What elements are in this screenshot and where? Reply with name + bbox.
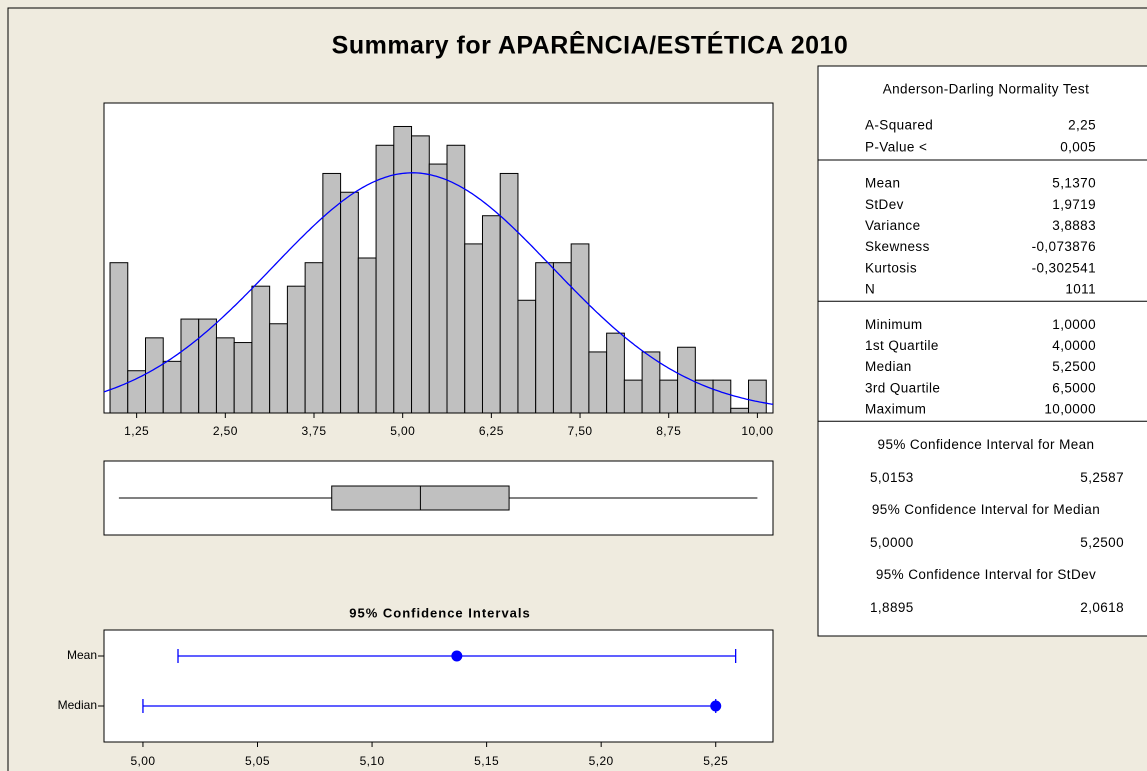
stat-label: Skewness: [865, 239, 930, 254]
bar: [127, 370, 147, 414]
section-heading: Anderson-Darling Normality Test: [883, 82, 1089, 97]
bar: [535, 262, 554, 414]
x-tick-label: 5,20: [589, 754, 614, 768]
bar: [393, 125, 413, 414]
bar: [748, 379, 767, 414]
bar: [375, 144, 395, 414]
bar: [198, 318, 217, 414]
stat-value: 5,1370: [1052, 176, 1096, 191]
stat-value: -0,302541: [1032, 260, 1096, 275]
bar: [659, 379, 679, 414]
bar: [357, 257, 377, 414]
bar: [304, 262, 324, 414]
x-tick-label: 5,00: [390, 424, 415, 438]
stat-label: Mean: [865, 176, 900, 191]
y-tick-label: Median: [58, 698, 97, 712]
stat-value: 3,8883: [1052, 218, 1096, 233]
ci-upper: 5,2587: [1080, 470, 1124, 485]
stat-label: StDev: [865, 197, 904, 212]
stat-label: N: [865, 282, 875, 297]
bar: [499, 172, 519, 414]
bar: [446, 144, 466, 414]
bar: [251, 285, 271, 414]
bar: [162, 360, 182, 414]
section-heading: 95% Confidence Interval for StDev: [876, 567, 1096, 582]
main-title: Summary for APARÊNCIA/ESTÉTICA 2010: [332, 30, 849, 60]
bar: [481, 215, 501, 414]
ci-lower: 5,0153: [870, 470, 914, 485]
bar: [145, 337, 164, 414]
bar: [428, 163, 448, 414]
bar: [464, 243, 483, 414]
stats-table: [817, 65, 1147, 637]
bar: [730, 407, 750, 414]
point-estimate: [451, 650, 463, 662]
bar: [269, 323, 288, 414]
section-heading: 95% Confidence Interval for Median: [872, 502, 1100, 517]
stat-label: P-Value <: [865, 140, 927, 155]
bar: [233, 342, 253, 414]
stat-label: 1st Quartile: [865, 338, 939, 353]
stat-value: 2,25: [1068, 118, 1096, 133]
bar: [411, 135, 430, 414]
bar: [712, 379, 732, 414]
x-tick-label: 5,25: [703, 754, 728, 768]
bar: [623, 379, 643, 414]
stat-label: Median: [865, 359, 912, 374]
interval-title: 95% Confidence Intervals: [349, 605, 531, 620]
stat-value: 4,0000: [1052, 338, 1096, 353]
bar: [570, 243, 590, 414]
bar: [552, 262, 572, 414]
y-tick-label: Mean: [67, 648, 97, 662]
x-tick-label: 1,25: [124, 424, 149, 438]
stat-value: 1,0000: [1052, 317, 1096, 332]
ci-upper: 2,0618: [1080, 600, 1124, 615]
plot-area: [103, 629, 774, 743]
bar: [215, 337, 235, 414]
stat-label: 3rd Quartile: [865, 380, 940, 395]
normal-fit-curve: [103, 172, 774, 405]
ci-lower: 5,0000: [870, 535, 914, 550]
stat-value: -0,073876: [1032, 239, 1096, 254]
x-tick-label: 5,15: [474, 754, 499, 768]
ci-upper: 5,2500: [1080, 535, 1124, 550]
stat-value: 1,9719: [1052, 197, 1096, 212]
bar: [109, 262, 129, 414]
stat-value: 5,2500: [1052, 359, 1096, 374]
bar: [606, 332, 625, 414]
x-tick-label: 6,25: [479, 424, 504, 438]
x-tick-label: 2,50: [213, 424, 238, 438]
x-tick-label: 8,75: [656, 424, 681, 438]
stat-value: 6,5000: [1052, 380, 1096, 395]
stat-label: Kurtosis: [865, 260, 917, 275]
x-tick-label: 10,00: [741, 424, 773, 438]
stat-label: Variance: [865, 218, 920, 233]
x-tick-label: 7,50: [568, 424, 593, 438]
bar: [517, 299, 537, 414]
x-tick-label: 5,00: [130, 754, 155, 768]
stat-value: 1011: [1065, 282, 1096, 297]
bar: [180, 318, 200, 414]
section-heading: 95% Confidence Interval for Mean: [878, 437, 1095, 452]
stat-label: Minimum: [865, 317, 923, 332]
stat-value: 0,005: [1060, 140, 1096, 155]
frame: [7, 7, 1147, 771]
bar: [588, 351, 608, 414]
stat-label: Maximum: [865, 402, 926, 417]
ci-lower: 1,8895: [870, 600, 914, 615]
bar: [340, 191, 359, 414]
bar: [286, 285, 306, 414]
x-tick-label: 3,75: [302, 424, 327, 438]
stat-label: A-Squared: [865, 118, 933, 133]
x-tick-label: 5,10: [360, 754, 385, 768]
point-estimate: [710, 700, 722, 712]
x-tick-label: 5,05: [245, 754, 270, 768]
stat-value: 10,0000: [1044, 402, 1096, 417]
